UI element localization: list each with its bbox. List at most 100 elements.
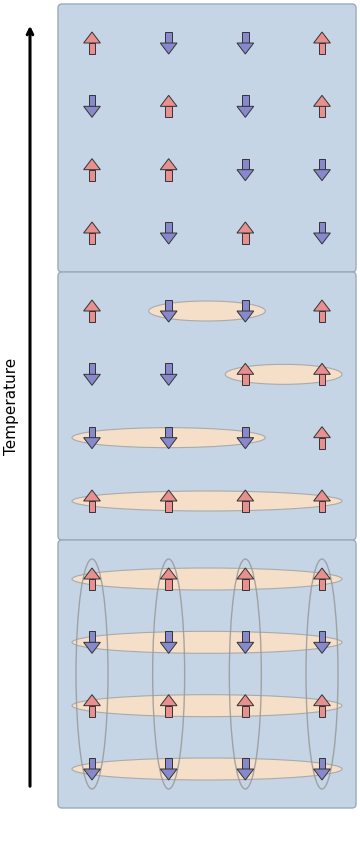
Bar (242, 158, 249, 169)
Ellipse shape (72, 568, 342, 590)
Bar (89, 427, 95, 438)
Bar (319, 438, 325, 449)
Polygon shape (160, 695, 177, 706)
Text: Temperature: Temperature (4, 357, 19, 455)
Polygon shape (160, 96, 177, 107)
Ellipse shape (72, 428, 265, 448)
Bar (242, 631, 249, 642)
Bar (89, 363, 95, 374)
Bar (319, 579, 325, 590)
Polygon shape (237, 642, 254, 653)
Bar (319, 631, 325, 642)
Bar (319, 501, 325, 512)
Bar (89, 233, 95, 244)
Bar (319, 43, 325, 54)
Bar (242, 374, 249, 385)
Bar (89, 43, 95, 54)
FancyBboxPatch shape (58, 540, 356, 808)
Bar (165, 706, 172, 717)
Bar (89, 501, 95, 512)
Polygon shape (237, 769, 254, 780)
Bar (242, 579, 249, 590)
Polygon shape (84, 438, 100, 449)
Polygon shape (314, 169, 330, 180)
Bar (319, 311, 325, 322)
Bar (242, 758, 249, 769)
Polygon shape (314, 642, 330, 653)
Bar (89, 631, 95, 642)
Ellipse shape (72, 758, 342, 780)
Polygon shape (160, 43, 177, 54)
Polygon shape (314, 363, 330, 374)
Polygon shape (84, 300, 100, 311)
Bar (89, 169, 95, 180)
Bar (242, 427, 249, 438)
Polygon shape (237, 311, 254, 322)
Polygon shape (84, 568, 100, 579)
Polygon shape (237, 222, 254, 233)
Polygon shape (160, 769, 177, 780)
Polygon shape (160, 374, 177, 385)
Bar (242, 32, 249, 43)
Polygon shape (84, 32, 100, 43)
Polygon shape (314, 96, 330, 107)
Polygon shape (314, 427, 330, 438)
Bar (165, 222, 172, 233)
Polygon shape (314, 769, 330, 780)
Polygon shape (237, 490, 254, 501)
Bar (165, 300, 172, 311)
Bar (319, 222, 325, 233)
Polygon shape (160, 311, 177, 322)
Polygon shape (237, 169, 254, 180)
Bar (165, 579, 172, 590)
Polygon shape (237, 43, 254, 54)
Ellipse shape (72, 695, 342, 717)
Polygon shape (84, 158, 100, 169)
Polygon shape (314, 695, 330, 706)
Ellipse shape (72, 631, 342, 653)
Polygon shape (314, 32, 330, 43)
Bar (89, 579, 95, 590)
Polygon shape (84, 374, 100, 385)
Polygon shape (314, 490, 330, 501)
Bar (165, 758, 172, 769)
Bar (165, 631, 172, 642)
Ellipse shape (72, 491, 342, 511)
Polygon shape (237, 568, 254, 579)
FancyBboxPatch shape (58, 4, 356, 272)
Polygon shape (84, 490, 100, 501)
Polygon shape (160, 490, 177, 501)
Bar (89, 706, 95, 717)
Polygon shape (84, 107, 100, 118)
Polygon shape (84, 769, 100, 780)
Ellipse shape (225, 364, 342, 385)
Polygon shape (160, 642, 177, 653)
Bar (165, 32, 172, 43)
Polygon shape (84, 222, 100, 233)
Polygon shape (237, 695, 254, 706)
Bar (319, 706, 325, 717)
Bar (89, 311, 95, 322)
Polygon shape (237, 107, 254, 118)
Bar (165, 427, 172, 438)
Polygon shape (237, 438, 254, 449)
Polygon shape (160, 233, 177, 244)
Polygon shape (84, 695, 100, 706)
Ellipse shape (149, 301, 265, 321)
Bar (242, 706, 249, 717)
Bar (165, 107, 172, 118)
FancyBboxPatch shape (58, 272, 356, 540)
Bar (242, 501, 249, 512)
Polygon shape (314, 568, 330, 579)
Bar (242, 300, 249, 311)
Polygon shape (160, 568, 177, 579)
Polygon shape (160, 158, 177, 169)
Polygon shape (314, 233, 330, 244)
Bar (319, 374, 325, 385)
Bar (89, 758, 95, 769)
Bar (319, 158, 325, 169)
Bar (165, 363, 172, 374)
Polygon shape (314, 300, 330, 311)
Bar (89, 96, 95, 107)
Bar (319, 758, 325, 769)
